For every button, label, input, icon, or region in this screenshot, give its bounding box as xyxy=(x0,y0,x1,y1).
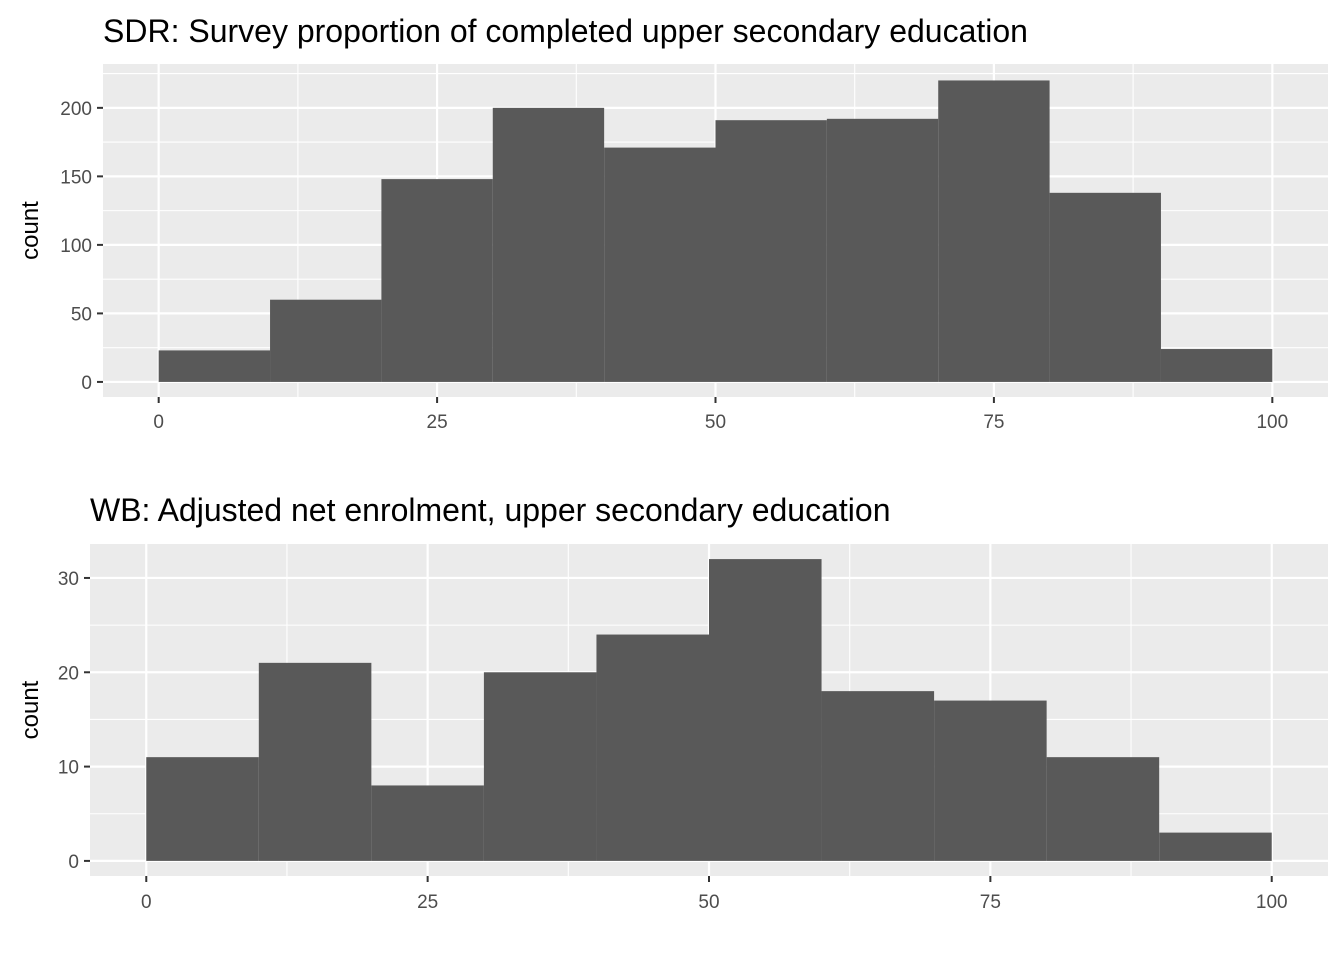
y-axis-label: count xyxy=(17,201,44,260)
histogram-bar-5 xyxy=(604,147,716,382)
y-tick-label: 30 xyxy=(58,569,79,590)
x-tick-label: 100 xyxy=(1256,892,1288,913)
y-axis-label: count xyxy=(17,680,44,739)
x-tick-label: 0 xyxy=(153,412,164,433)
x-tick-label: 50 xyxy=(705,412,726,433)
histogram-bar-3 xyxy=(371,785,484,861)
histogram-bar-5 xyxy=(596,634,709,861)
histogram-bar-1 xyxy=(146,757,259,861)
y-tick-label: 10 xyxy=(58,758,79,779)
histogram-bar-4 xyxy=(483,672,597,861)
histogram-bar-6 xyxy=(715,120,827,382)
histogram-bar-2 xyxy=(258,662,372,861)
x-tick-label: 0 xyxy=(141,892,152,913)
y-tick-label: 100 xyxy=(60,236,92,257)
x-tick-label: 50 xyxy=(698,892,719,913)
histogram-bar-9 xyxy=(1049,192,1161,382)
chart-title: SDR: Survey proportion of completed uppe… xyxy=(103,13,1028,49)
x-tick-label: 75 xyxy=(983,412,1004,433)
chart-panel-2: 0 25 50 75 100 0 10 20 30 WB: Adjusted net enrolm… xyxy=(17,492,1328,913)
histogram-bar-6 xyxy=(709,559,822,861)
y-tick-label: 200 xyxy=(60,99,92,120)
histogram-bar-9 xyxy=(1046,757,1160,861)
histogram-bar-7 xyxy=(821,691,935,861)
histogram-bar-1 xyxy=(158,350,271,382)
y-tick-label: 20 xyxy=(58,663,79,684)
histogram-bar-8 xyxy=(934,700,1047,861)
histogram-bar-10 xyxy=(1159,832,1272,861)
chart-title: WB: Adjusted net enrolment, upper second… xyxy=(90,492,890,528)
x-tick-label: 75 xyxy=(980,892,1001,913)
x-tick-label: 25 xyxy=(427,412,448,433)
histogram-bar-8 xyxy=(938,80,1050,382)
histogram-bar-3 xyxy=(381,179,493,382)
y-tick-label: 0 xyxy=(81,373,92,394)
histogram-bar-4 xyxy=(492,107,605,382)
x-tick-label: 25 xyxy=(417,892,438,913)
histogram-bar-10 xyxy=(1160,349,1273,382)
chart-panel-1: 0 25 50 75 100 0 50 100 150 200 SDR: Survey propor… xyxy=(17,13,1328,433)
y-tick-label: 150 xyxy=(60,167,92,188)
histogram-bar-2 xyxy=(270,299,382,382)
histogram-bar-7 xyxy=(826,118,939,382)
y-tick-label: 0 xyxy=(68,852,79,873)
x-tick-label: 100 xyxy=(1256,412,1288,433)
y-tick-label: 50 xyxy=(71,304,92,325)
